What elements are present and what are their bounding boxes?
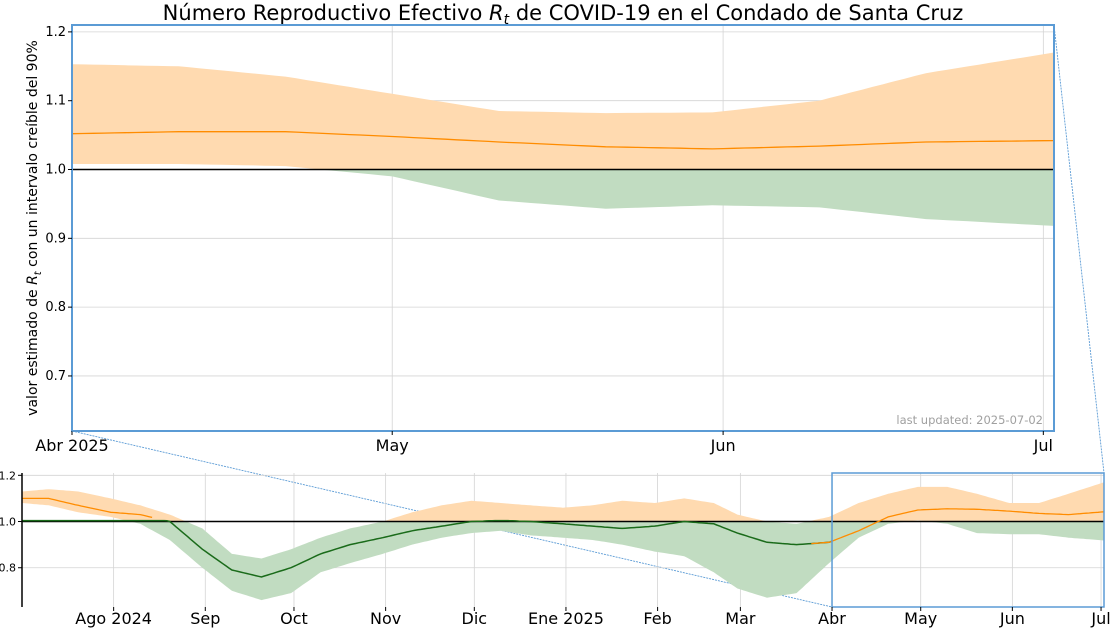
overview-x-ticks: Ago 2024 Sep Oct Nov Dic Ene 2025 Feb Mar Abr May…: [75, 607, 1110, 628]
overview-interval-above-one: [22, 482, 1104, 522]
zoom-highlight-box: [831, 472, 1105, 608]
y-tick-label: 0.8: [0, 562, 16, 575]
x-tick-label: Jun: [710, 436, 736, 455]
overview-median-line-above-one: [22, 497, 1105, 545]
x-tick-label: May: [376, 436, 409, 455]
x-tick-label: Abr: [818, 609, 846, 628]
x-tick-label: Jul: [1033, 436, 1053, 455]
chart-title: Número Reproductivo Efectivo Rt de COVID…: [163, 1, 964, 28]
y-tick-label: 1.0: [0, 516, 16, 529]
main-y-ticks: 0.7 0.8 0.9 1.0 1.1 1.2: [45, 25, 72, 384]
x-tick-label: Dic: [462, 609, 488, 628]
x-tick-label: Nov: [370, 609, 401, 628]
y-tick-label: 1.2: [45, 25, 66, 40]
x-tick-label: Jul: [1090, 609, 1110, 628]
main-x-ticks: Abr 2025 May Jun Jul: [35, 431, 1053, 455]
y-tick-label: 1.1: [45, 94, 66, 109]
overview-median-line-below-one: [22, 519, 833, 578]
last-updated-note: last updated: 2025-07-02: [896, 413, 1043, 427]
y-tick-label: 0.9: [45, 231, 66, 246]
y-tick-label: 0.8: [45, 300, 66, 315]
main-plot: 0.7 0.8 0.9 1.0 1.1 1.2 Abr 2025 May Jun Jul las…: [35, 24, 1055, 455]
x-tick-label: Ago 2024: [75, 609, 152, 628]
x-tick-label: Ene 2025: [528, 609, 604, 628]
x-tick-label: Sep: [190, 609, 220, 628]
x-tick-label: Mar: [725, 609, 756, 628]
x-tick-label: Abr 2025: [35, 436, 108, 455]
overview-y-ticks: 0.8 1.0 1.2: [0, 469, 22, 575]
y-tick-label: 1.0: [45, 163, 66, 178]
zoom-connector-right: [1053, 24, 1105, 474]
main-interval-below-one: [72, 169, 1054, 226]
y-tick-label: 0.7: [45, 369, 66, 384]
x-tick-label: Oct: [280, 609, 308, 628]
x-tick-label: Jun: [999, 609, 1025, 628]
x-tick-label: Feb: [643, 609, 671, 628]
main-interval-above-one: [72, 52, 1054, 170]
y-tick-label: 1.2: [0, 469, 16, 482]
y-axis-label: valor estimado de Rt con un intervalo cr…: [25, 40, 44, 416]
x-tick-label: May: [904, 609, 937, 628]
main-median-line: [71, 131, 1055, 150]
overview-plot: 0.8 1.0 1.2 Ago 2024 Sep Oct Nov Dic Ene 2025 Fe…: [0, 469, 1110, 628]
main-plot-frame: [71, 24, 1055, 432]
